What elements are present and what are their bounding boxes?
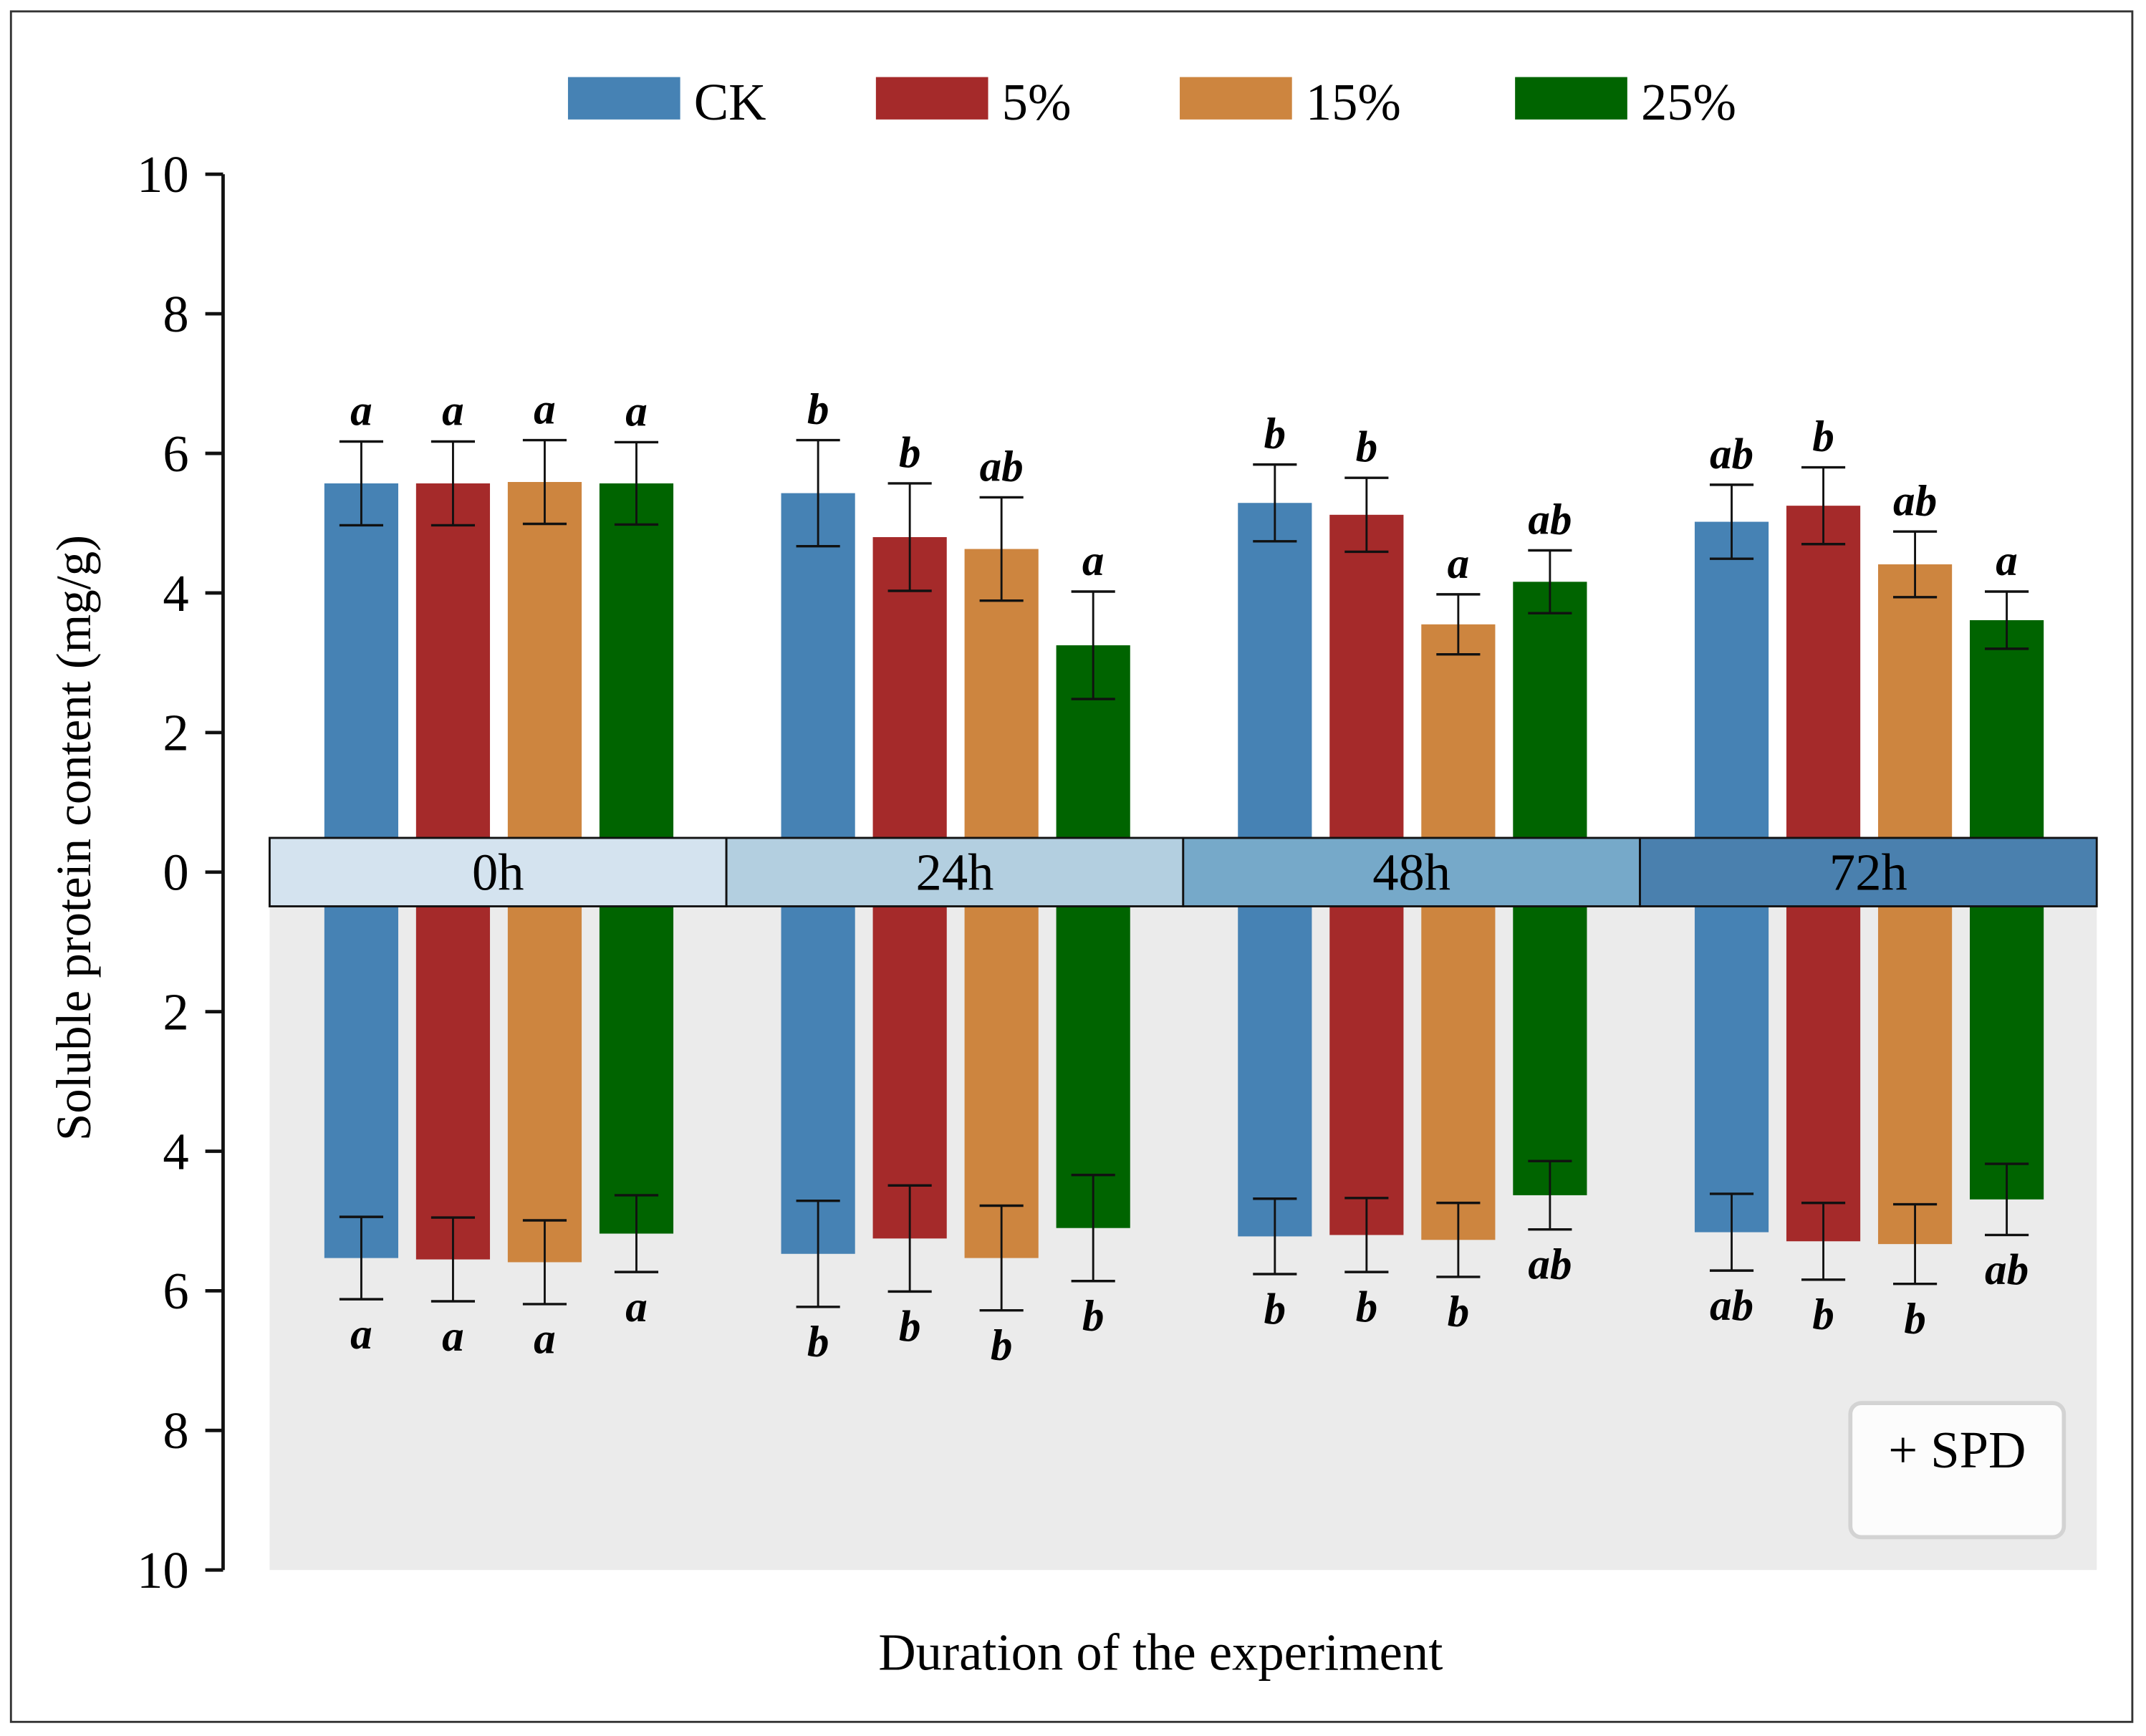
legend-label-25%: 25% (1641, 73, 1736, 131)
bar-lower-5%-48h (1329, 906, 1404, 1235)
bar-lower-15%-48h (1421, 906, 1496, 1240)
significance-letter: a (534, 1316, 556, 1364)
y-tick-label: 2 (163, 704, 188, 762)
significance-letter: ab (1893, 477, 1937, 525)
significance-letter: b (991, 1321, 1013, 1369)
significance-letter: a (350, 387, 372, 435)
significance-letter: ab (1528, 1240, 1572, 1288)
bar-upper-25%-0h (599, 483, 674, 838)
bar-upper-15%-0h (507, 482, 582, 838)
bar-lower-5%-0h (415, 906, 491, 1260)
bar-lower-CK-0h (324, 906, 399, 1258)
bar-lower-15%-24h (964, 906, 1039, 1258)
significance-letter: b (1904, 1295, 1926, 1343)
significance-letter: ab (1985, 1246, 2029, 1294)
significance-letter: a (625, 388, 648, 436)
significance-letter: b (807, 386, 829, 434)
bar-upper-25%-48h (1513, 582, 1587, 838)
significance-letter: ab (1528, 496, 1572, 544)
y-tick-label: 6 (163, 1262, 188, 1320)
panel-label: + SPD (1888, 1421, 2026, 1479)
legend-label-5%: 5% (1002, 73, 1072, 131)
bar-lower-15%-72h (1877, 906, 1953, 1245)
bar-upper-25%-72h (1969, 619, 2044, 838)
bar-upper-15%-72h (1877, 564, 1953, 838)
bar-lower-CK-24h (781, 906, 855, 1254)
y-tick-label: 8 (163, 285, 188, 343)
bar-lower-5%-24h (872, 906, 947, 1239)
legend-swatch-CK (567, 77, 680, 120)
y-tick-label: 4 (163, 564, 188, 622)
significance-letter: b (1448, 1288, 1470, 1336)
legend-swatch-25% (1515, 77, 1627, 120)
category-band-24h (725, 836, 1185, 907)
significance-letter: b (899, 1303, 921, 1351)
bar-upper-15%-48h (1421, 624, 1496, 838)
x-tick-label: 0h (472, 844, 524, 902)
significance-letter: a (1996, 537, 2018, 585)
legend-label-CK: CK (694, 73, 766, 131)
significance-letter: ab (1710, 430, 1753, 478)
bar-lower-25%-0h (599, 906, 674, 1234)
bar-lower-CK-48h (1238, 906, 1312, 1237)
bar-upper-CK-72h (1694, 521, 1769, 838)
panel-label-box (1848, 1401, 2066, 1540)
y-tick-label: 8 (163, 1402, 188, 1460)
significance-letter: a (625, 1283, 648, 1331)
legend-swatch-15% (1180, 77, 1292, 120)
significance-letter: b (899, 429, 921, 477)
y-axis-label: Soluble protein content (mg/g) (47, 535, 101, 1141)
y-tick-label: 10 (137, 145, 189, 203)
significance-letter: a (1082, 537, 1105, 585)
legend-label-15%: 15% (1306, 73, 1401, 131)
significance-letter: a (534, 386, 556, 434)
bar-upper-5%-48h (1329, 514, 1404, 838)
legend-swatch-5% (875, 77, 988, 120)
x-tick-label: 72h (1829, 844, 1907, 902)
significance-letter: a (442, 1313, 464, 1361)
y-tick-label: 4 (163, 1122, 188, 1180)
x-axis-label: Duration of the experiment (878, 1624, 1443, 1682)
y-tick-label: 0 (163, 844, 188, 902)
x-tick-label: 48h (1372, 844, 1450, 902)
bar-lower-15%-0h (507, 906, 582, 1263)
significance-letter: b (1812, 413, 1834, 461)
significance-letter: b (1264, 410, 1286, 458)
significance-letter: ab (980, 443, 1024, 491)
category-band-72h (1639, 836, 2098, 907)
bar-upper-CK-48h (1238, 503, 1312, 838)
bar-lower-5%-72h (1786, 906, 1861, 1242)
y-tick-label: 10 (137, 1541, 189, 1599)
significance-letter: a (442, 387, 464, 435)
bar-lower-CK-72h (1694, 906, 1769, 1233)
x-tick-label: 24h (916, 844, 994, 902)
y-tick-label: 2 (163, 983, 188, 1041)
significance-letter: b (1812, 1291, 1834, 1339)
y-tick-label: 6 (163, 425, 188, 483)
significance-letter: b (807, 1318, 829, 1366)
bar-lower-25%-72h (1969, 906, 2044, 1200)
bar-upper-CK-0h (324, 483, 399, 838)
category-band-48h (1182, 836, 1641, 907)
significance-letter: b (1356, 1283, 1378, 1331)
significance-letter: a (1448, 540, 1470, 588)
significance-letter: ab (1710, 1282, 1753, 1330)
bar-lower-25%-48h (1513, 906, 1587, 1195)
significance-letter: b (1082, 1293, 1105, 1341)
bar-upper-5%-72h (1786, 506, 1861, 838)
category-band-0h (268, 836, 728, 907)
bar-upper-5%-0h (415, 483, 491, 838)
bar-upper-CK-24h (781, 493, 855, 838)
significance-letter: b (1356, 423, 1378, 471)
significance-letter: b (1264, 1286, 1286, 1334)
significance-letter: a (350, 1311, 372, 1359)
